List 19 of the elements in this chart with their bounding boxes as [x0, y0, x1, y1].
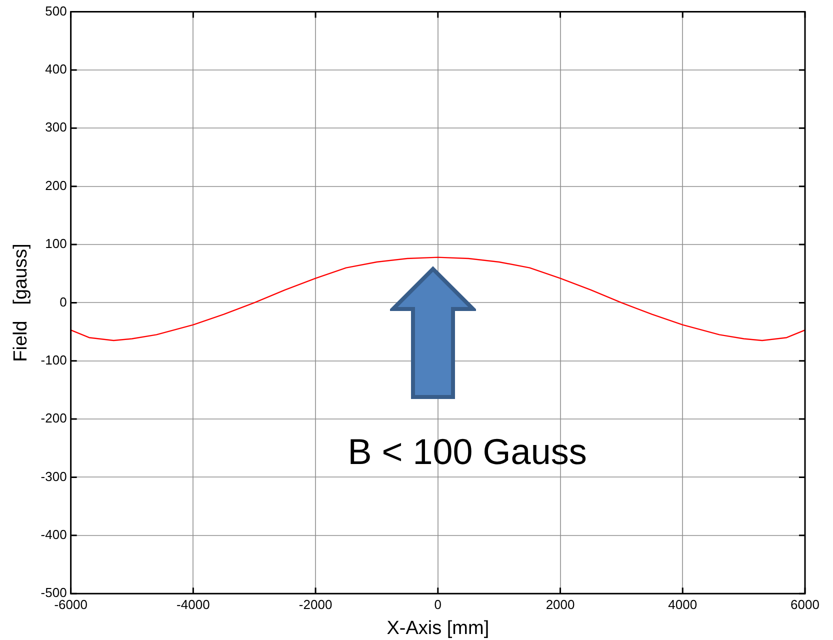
x-tick-label: -4000 [176, 596, 210, 612]
y-tick-label: 0 [60, 294, 67, 310]
x-tick-label: 2000 [546, 596, 575, 612]
y-tick-label: -100 [40, 352, 67, 368]
y-axis-title: Field [gauss] [10, 244, 32, 362]
x-axis-title: X-Axis [mm] [386, 618, 490, 639]
x-tick-label: -2000 [298, 596, 332, 612]
y-tick-label: 400 [45, 62, 67, 77]
y-tick-label: 100 [45, 236, 67, 252]
y-tick-label: 500 [45, 3, 67, 18]
y-tick-label: -200 [40, 410, 67, 426]
x-tick-label: 0 [434, 596, 442, 612]
y-tick-label: -300 [40, 468, 67, 484]
y-tick-label: 200 [45, 178, 67, 193]
y-tick-label: -400 [40, 527, 67, 542]
annotation: B < 100 Gauss [348, 430, 587, 472]
x-tick-label: 4000 [668, 596, 698, 612]
x-tick-label: 6000 [790, 596, 820, 612]
y-tick-label: 300 [45, 120, 67, 135]
